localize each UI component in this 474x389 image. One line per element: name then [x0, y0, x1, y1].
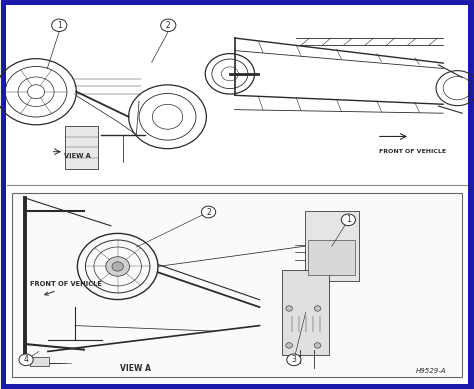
- Circle shape: [287, 354, 301, 366]
- Circle shape: [314, 306, 321, 311]
- Text: H9529-A: H9529-A: [416, 368, 447, 375]
- Circle shape: [286, 343, 292, 348]
- Circle shape: [112, 262, 123, 271]
- Text: 1: 1: [57, 21, 62, 30]
- Circle shape: [19, 354, 33, 366]
- Text: 1: 1: [346, 215, 351, 224]
- Text: 2: 2: [166, 21, 171, 30]
- Text: VIEW A: VIEW A: [64, 154, 91, 159]
- Text: 2: 2: [206, 207, 211, 217]
- Bar: [30, 356, 49, 366]
- Text: 4: 4: [24, 355, 28, 364]
- Circle shape: [341, 214, 356, 226]
- Text: FRONT OF VEHICLE: FRONT OF VEHICLE: [30, 281, 102, 287]
- Bar: [12, 193, 462, 377]
- Circle shape: [106, 257, 129, 276]
- Bar: [282, 270, 329, 355]
- Circle shape: [201, 206, 216, 218]
- Text: FRONT OF VEHICLE: FRONT OF VEHICLE: [379, 149, 447, 154]
- Circle shape: [52, 19, 67, 32]
- Text: 3: 3: [292, 355, 296, 364]
- Circle shape: [314, 343, 321, 348]
- Circle shape: [161, 19, 176, 32]
- Bar: [65, 126, 98, 169]
- Text: VIEW A: VIEW A: [119, 364, 151, 373]
- Circle shape: [286, 306, 292, 311]
- Bar: [304, 211, 359, 281]
- Bar: [308, 240, 355, 275]
